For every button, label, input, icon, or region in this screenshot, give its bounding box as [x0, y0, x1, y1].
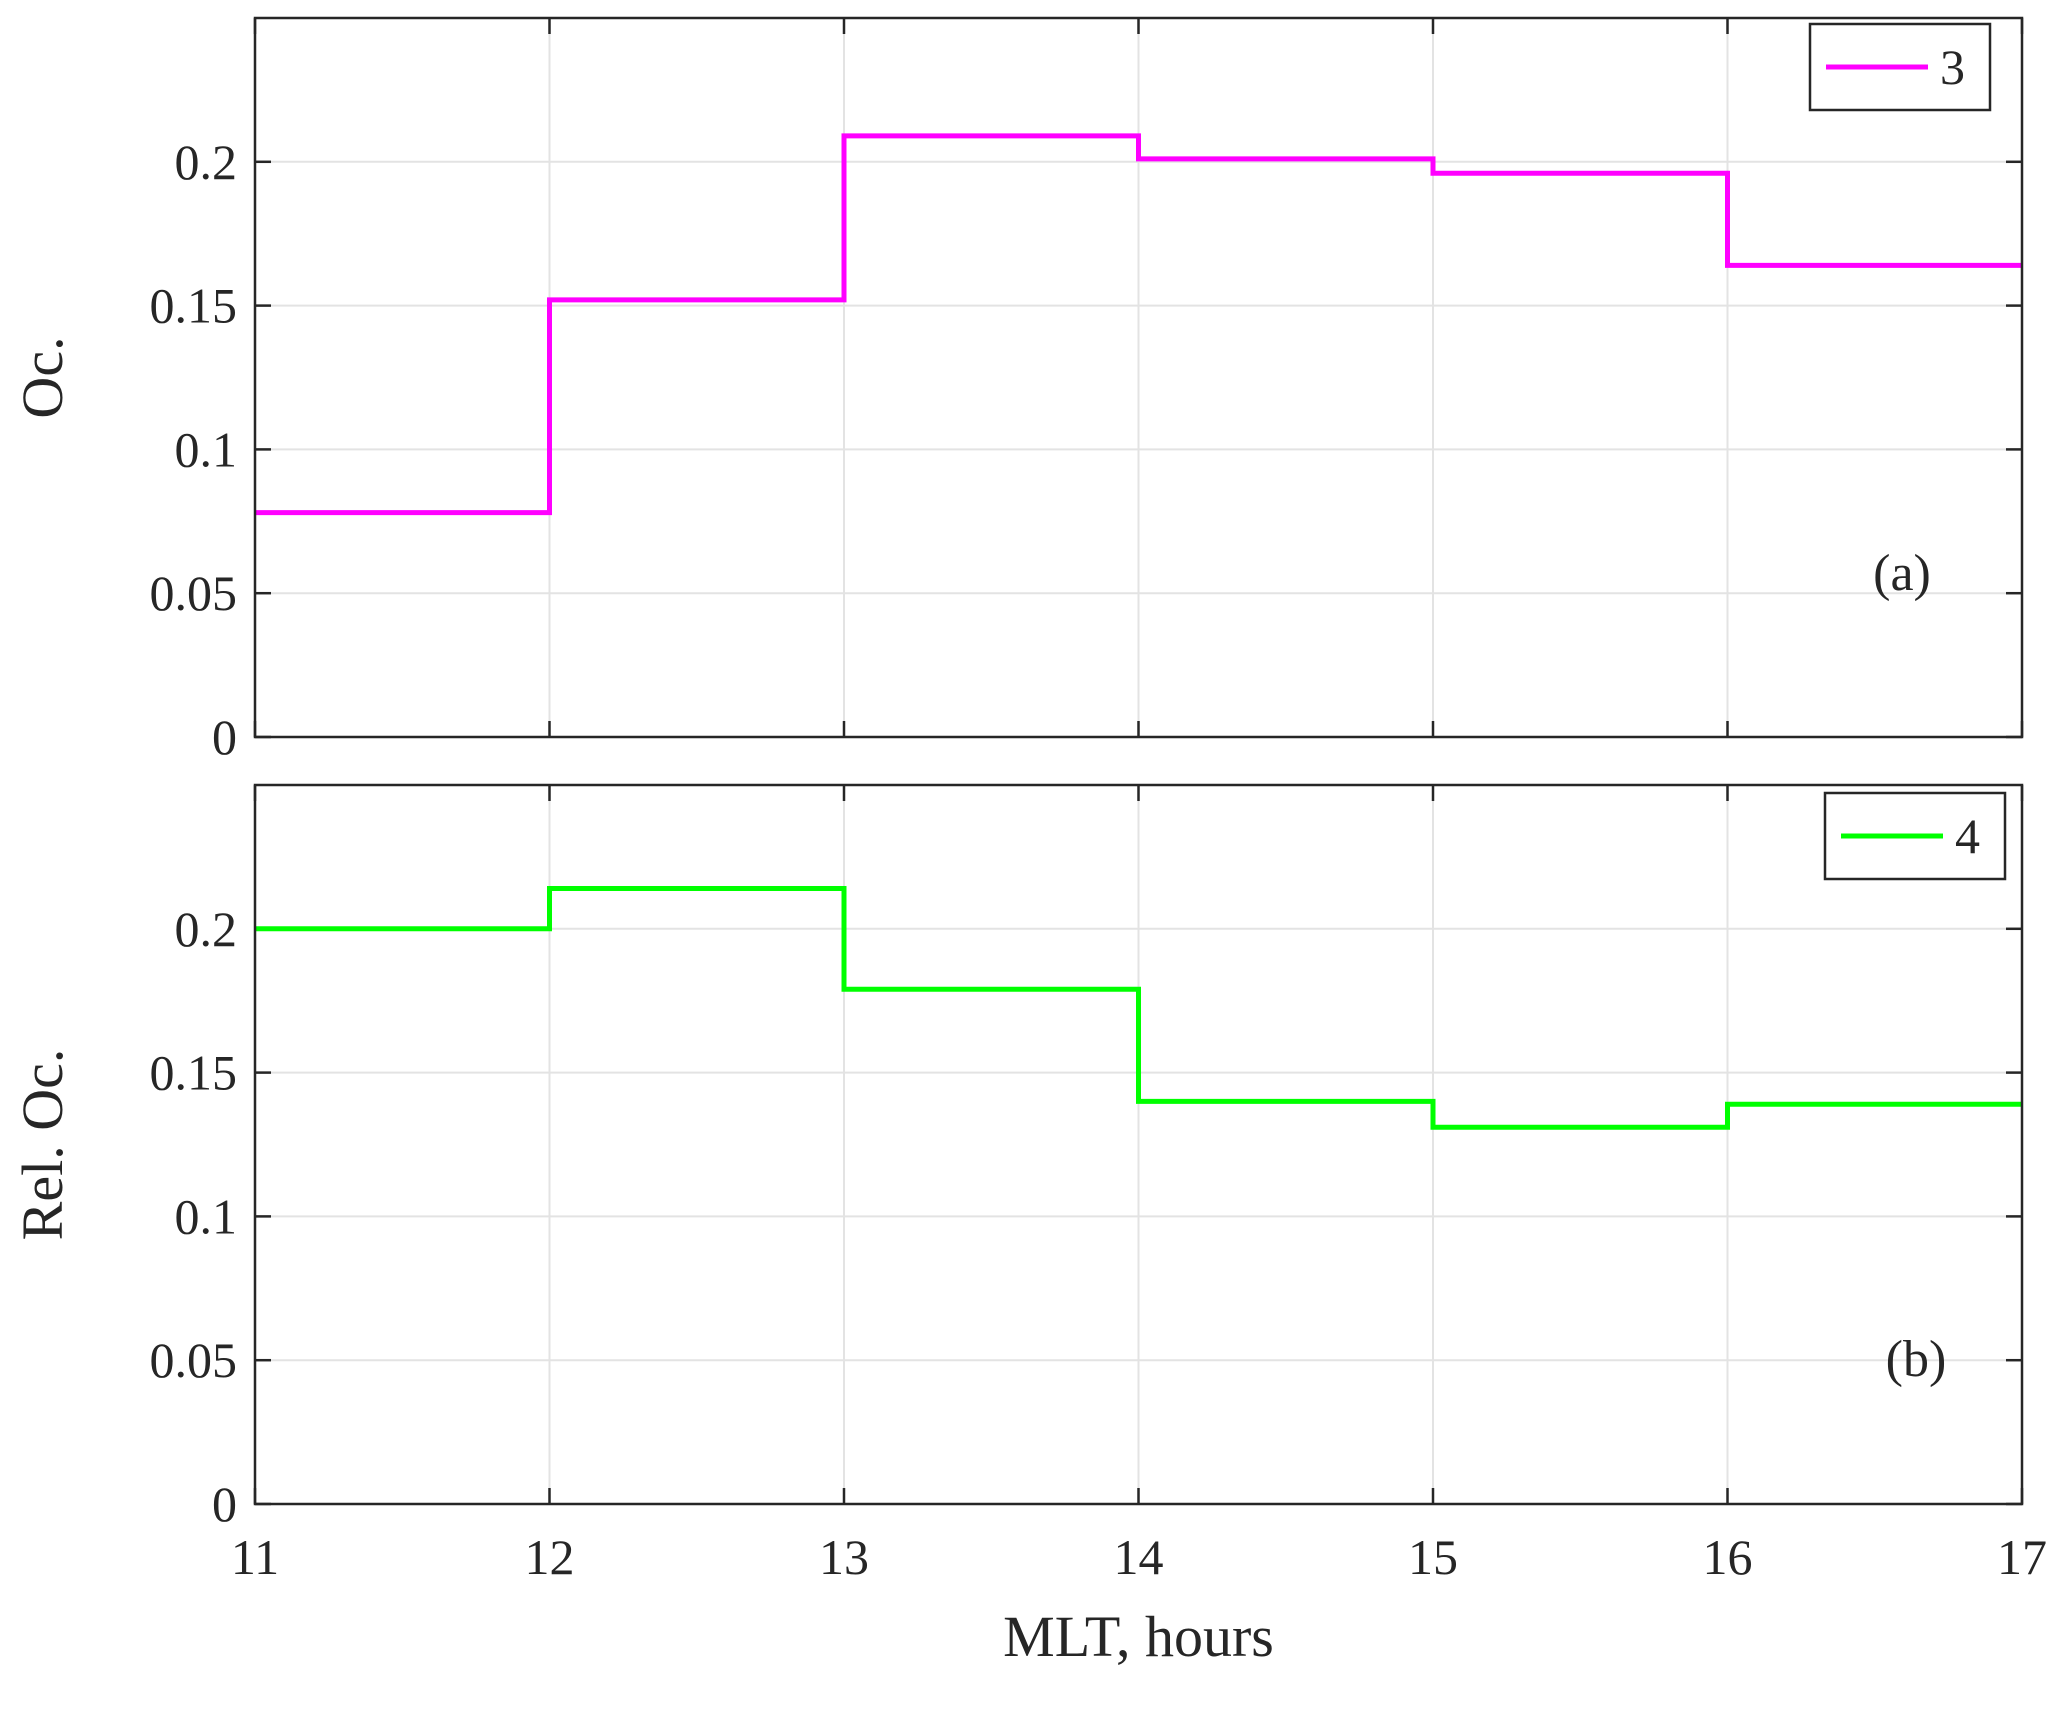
x-axis-label: MLT, hours [1003, 1604, 1274, 1669]
x-tick-label: 14 [1114, 1529, 1164, 1585]
legend-label: 3 [1940, 39, 1965, 95]
legend: 4 [1823, 791, 2007, 881]
x-tick-label: 15 [1408, 1529, 1458, 1585]
y-tick-label: 0.1 [175, 1188, 238, 1244]
series-line-3 [255, 133, 2022, 516]
y-tick-label: 0.1 [175, 421, 238, 477]
panel-b: 0 0.05 0.1 0.15 0.2 11 12 13 14 15 16 17 Rel. Oc. MLT… [10, 783, 2047, 1669]
axes-frame [253, 16, 2024, 739]
x-tick-label: 16 [1703, 1529, 1753, 1585]
y-axis-label: Oc. [10, 336, 75, 418]
x-tick-label: 12 [525, 1529, 575, 1585]
y-tick-label: 0.15 [150, 1045, 238, 1101]
legend-label: 4 [1955, 808, 1980, 864]
x-tick-label: 13 [819, 1529, 869, 1585]
y-tick-label: 0 [212, 709, 237, 765]
axes-frame [253, 783, 2024, 1506]
legend: 3 [1808, 22, 1992, 112]
x-tick-label: 11 [231, 1529, 279, 1585]
x-tick-label: 17 [1997, 1529, 2047, 1585]
y-tick-label: 0 [212, 1476, 237, 1532]
y-tick-label: 0.05 [150, 565, 238, 621]
y-tick-label: 0.15 [150, 278, 238, 334]
series-line-4 [255, 886, 2022, 1130]
panel-a: 0 0.05 0.1 0.15 0.2 Oc. (a) 3 [10, 16, 2024, 765]
y-tick-label: 0.2 [175, 901, 238, 957]
y-tick-label: 0.2 [175, 134, 238, 190]
panel-tag: (b) [1886, 1331, 1947, 1388]
panel-tag: (a) [1873, 545, 1931, 602]
y-tick-label: 0.05 [150, 1332, 238, 1388]
y-axis-label: Rel. Oc. [10, 1049, 75, 1241]
